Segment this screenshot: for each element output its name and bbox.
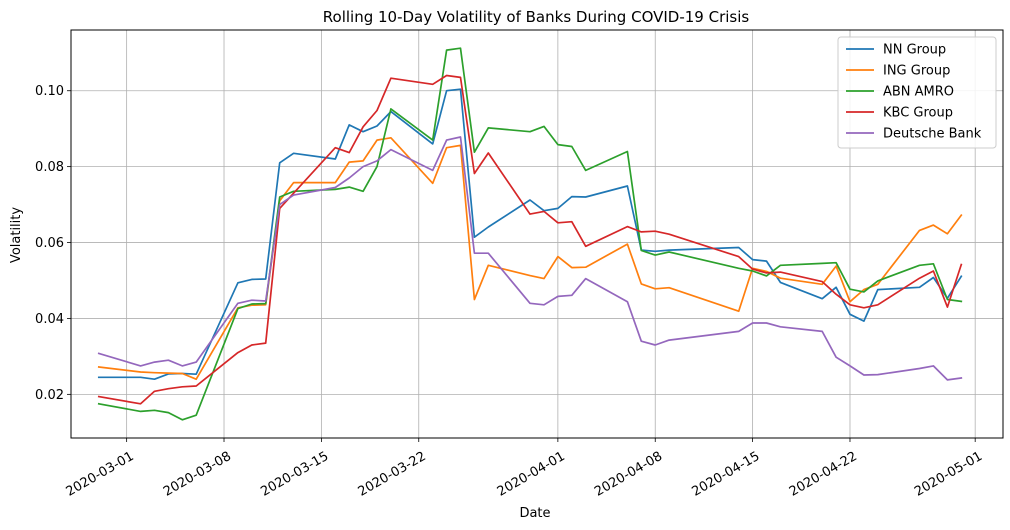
legend-item: NN Group: [846, 43, 946, 58]
chart-title: Rolling 10-Day Volatility of Banks Durin…: [323, 8, 750, 26]
y-tick-label: 0.04: [35, 312, 64, 327]
series-line-ing-group: [97, 136, 963, 381]
y-tick-label: 0.02: [35, 388, 64, 403]
y-tick-label: 0.06: [35, 236, 64, 251]
legend-box: [837, 36, 997, 149]
series-line-abn-amro: [97, 47, 963, 421]
legend-item: Deutsche Bank: [846, 127, 982, 142]
legend: NN Group ING Group ABN AMRO KBC Group Deutsc…: [837, 36, 997, 149]
y-axis-ticks: 0.02 0.04 0.06 0.08 0.10: [35, 84, 71, 403]
legend-label: ING Group: [883, 64, 950, 79]
legend-item: ING Group: [846, 64, 950, 79]
y-axis-label: Volatility: [9, 207, 24, 263]
series-lines: [97, 47, 963, 421]
x-axis-label: Date: [519, 506, 550, 521]
series-line-deutsche-bank: [97, 136, 963, 381]
legend-label: KBC Group: [883, 106, 953, 121]
y-tick-label: 0.10: [35, 84, 64, 99]
legend-label: ABN AMRO: [883, 85, 954, 100]
legend-item: KBC Group: [846, 106, 953, 121]
legend-item: ABN AMRO: [846, 85, 954, 100]
legend-label: NN Group: [883, 43, 946, 58]
y-tick-label: 0.08: [35, 160, 64, 175]
series-line-kbc-group: [97, 74, 963, 405]
series-line-nn-group: [97, 88, 963, 381]
plot-frame: [70, 29, 1004, 439]
legend-label: Deutsche Bank: [883, 127, 982, 142]
